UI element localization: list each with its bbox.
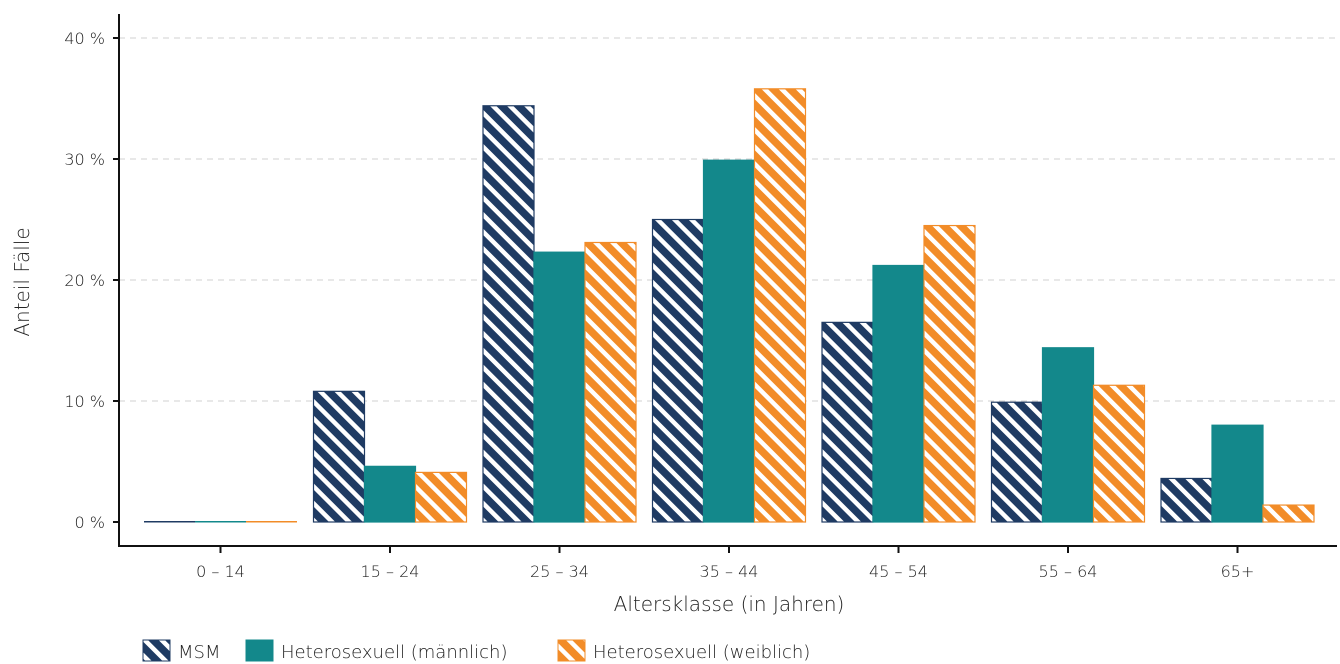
- bar: [651, 218, 705, 523]
- bar: [533, 251, 586, 523]
- x-tick-label: 25 – 34: [530, 562, 589, 581]
- bar: [144, 521, 195, 523]
- bar: [753, 88, 807, 523]
- bars: [144, 88, 1315, 523]
- bar: [482, 105, 535, 523]
- bar: [923, 224, 976, 523]
- bar: [414, 471, 468, 523]
- y-tick-label: 0 %: [75, 513, 105, 532]
- bar: [584, 241, 637, 523]
- bar: [1160, 477, 1213, 523]
- x-tick-label: 45 – 54: [869, 562, 928, 581]
- bar: [195, 521, 246, 523]
- bar: [1211, 424, 1264, 523]
- x-tick-label: 0 – 14: [196, 562, 245, 581]
- y-axis-ticks: 0 % 10 % 20 % 30 % 40 %: [64, 29, 119, 532]
- bar: [702, 159, 756, 523]
- x-tick-label: 55 – 64: [1039, 562, 1098, 581]
- bar: [312, 390, 366, 523]
- legend-item: MSM: [142, 639, 221, 663]
- bar: [1041, 347, 1095, 523]
- x-tick-label: 65+: [1221, 562, 1255, 581]
- legend-swatch: [557, 639, 586, 662]
- y-tick-label: 10 %: [64, 392, 105, 411]
- bar: [1092, 384, 1146, 523]
- y-axis-title: Anteil Fälle: [10, 227, 34, 336]
- bar: [363, 465, 417, 523]
- legend-item: Heterosexuell (weiblich): [557, 639, 810, 663]
- y-tick-label: 30 %: [64, 150, 105, 169]
- legend: MSM Heterosexuell (männlich) Heterosexuell…: [142, 639, 810, 663]
- legend-swatch: [245, 639, 274, 662]
- legend-swatch: [142, 639, 171, 662]
- legend-item: Heterosexuell (männlich): [245, 639, 508, 663]
- bar: [872, 264, 925, 523]
- bar: [990, 401, 1044, 523]
- bar: [821, 321, 874, 523]
- x-tick-label: 15 – 24: [361, 562, 420, 581]
- x-axis-ticks: 0 – 14 15 – 24 25 – 34 35 – 44 45 – 54 55 – 6…: [196, 546, 1254, 581]
- axes: [118, 14, 1337, 547]
- legend-label: Heterosexuell (weiblich): [593, 642, 810, 663]
- x-axis-title: Altersklasse (in Jahren): [614, 592, 845, 616]
- bar: [1262, 504, 1315, 523]
- x-tick-label: 35 – 44: [700, 562, 759, 581]
- legend-label: MSM: [178, 642, 221, 663]
- y-tick-label: 20 %: [64, 271, 105, 290]
- legend-label: Heterosexuell (männlich): [281, 642, 508, 663]
- bar: [246, 521, 297, 523]
- y-tick-label: 40 %: [64, 29, 105, 48]
